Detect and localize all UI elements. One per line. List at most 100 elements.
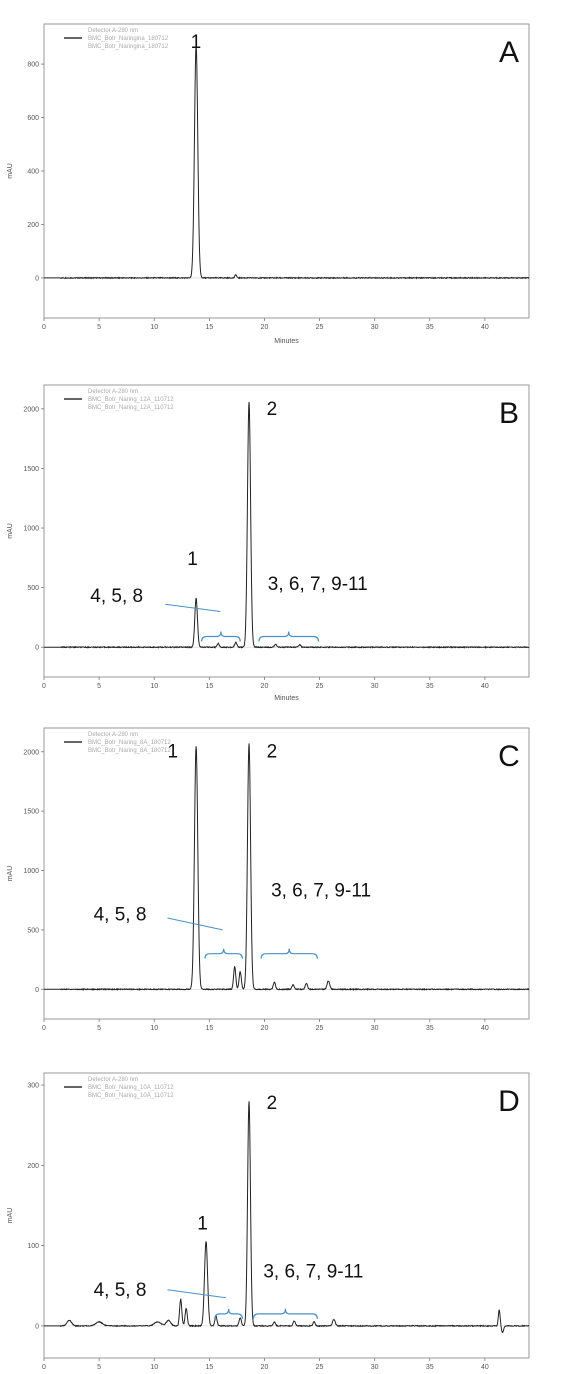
x-tick-label: 35 [426, 324, 434, 331]
y-axis-title: mAU [7, 523, 14, 539]
y-tick-label: 2000 [23, 749, 39, 756]
peak-group-bracket [201, 631, 241, 642]
bracket-pointer [167, 917, 223, 931]
y-tick-label: 200 [27, 1163, 39, 1170]
legend-entry: BMC_Botr_Naringina_180712 [88, 36, 169, 42]
y-axis-title: mAU [7, 163, 14, 179]
x-tick-label: 40 [481, 683, 489, 690]
peak-label: 3, 6, 7, 9-11 [271, 881, 371, 902]
y-tick-label: 800 [27, 62, 39, 69]
x-tick-label: 5 [97, 1025, 101, 1032]
peak-label: 3, 6, 7, 9-11 [263, 1262, 363, 1283]
y-tick-label: 300 [27, 1083, 39, 1090]
y-tick-label: 100 [27, 1243, 39, 1250]
x-tick-label: 20 [261, 324, 269, 331]
peak-label: 2 [267, 1093, 278, 1114]
y-tick-label: 500 [27, 927, 39, 934]
x-tick-label: 25 [316, 324, 324, 331]
chart-panel-a: 0 5 10 15 20 25 30 35 400200400600800mAUMinutesD… [7, 23, 530, 345]
y-tick-label: 1500 [23, 809, 39, 816]
x-tick-label: 0 [42, 324, 46, 331]
peak-label: 1 [191, 32, 202, 53]
x-tick-label: 5 [97, 1364, 101, 1371]
peak-label: 1 [167, 742, 178, 763]
x-tick-label: 35 [426, 1025, 434, 1032]
y-tick-label: 1500 [23, 466, 39, 473]
x-axis-title: Minutes [274, 338, 299, 345]
panel-letter: C [498, 740, 520, 773]
plot-frame [43, 727, 530, 1020]
x-tick-label: 20 [261, 1025, 269, 1032]
x-tick-label: 15 [205, 683, 213, 690]
y-tick-label: 400 [27, 169, 39, 176]
peak-group-bracket [252, 1308, 318, 1319]
peak-label: 3, 6, 7, 9-11 [268, 574, 368, 595]
peak-group-bracket [214, 1308, 244, 1319]
peak-label: 1 [197, 1214, 208, 1235]
chart-panel-d: 0 5 10 15 20 25 30 35 40 0 100 200 300 mAU Detector A-… [7, 1072, 530, 1371]
legend-entry: Detector A-280 nm [88, 1077, 138, 1083]
y-tick-label: 1000 [23, 868, 39, 875]
peak-label: 1 [187, 549, 198, 570]
x-tick-label: 40 [481, 1025, 489, 1032]
x-tick-label: 25 [316, 1364, 324, 1371]
y-tick-label: 2000 [23, 406, 39, 413]
bracket-pointer [165, 603, 221, 612]
peak-label: 4, 5, 8 [94, 1280, 147, 1301]
x-tick-label: 0 [42, 1364, 46, 1371]
legend-entry: BMC_Botr_Naring_10A_110712 [88, 1093, 174, 1099]
legend-entry: BMC_Botr_Naringina_180712 [88, 44, 169, 50]
x-tick-label: 15 [205, 1364, 213, 1371]
x-tick-label: 20 [261, 683, 269, 690]
y-tick-label: 0 [35, 1323, 39, 1330]
panel-letter: A [499, 36, 519, 69]
x-tick-label: 0 [42, 1025, 46, 1032]
x-tick-label: 20 [261, 1364, 269, 1371]
x-tick-label: 5 [97, 324, 101, 331]
y-tick-label: 0 [35, 987, 39, 994]
x-axis-title: Minutes [274, 695, 299, 702]
peak-group-bracket [260, 948, 318, 959]
x-tick-label: 5 [97, 683, 101, 690]
legend-entry: BMC_Botr_Naring_8A_180712 [88, 740, 171, 746]
x-tick-label: 25 [316, 1025, 324, 1032]
chromatogram-trace [44, 743, 530, 991]
y-tick-label: 600 [27, 115, 39, 122]
legend-entry: Detector A-280 nm [88, 732, 138, 738]
y-axis-title: mAU [7, 1208, 14, 1224]
x-tick-label: 30 [371, 683, 379, 690]
legend-entry: BMC_Botr_Naring_8A_180712 [88, 748, 171, 754]
chromatogram-trace [44, 1101, 530, 1334]
x-tick-label: 40 [481, 1364, 489, 1371]
peak-label: 2 [267, 742, 278, 763]
y-tick-label: 1000 [23, 526, 39, 533]
x-tick-label: 35 [426, 683, 434, 690]
legend-entry: Detector A-280 nm [88, 28, 138, 34]
panel-letter: B [499, 397, 519, 430]
x-tick-label: 10 [150, 1364, 158, 1371]
y-tick-label: 0 [35, 645, 39, 652]
peak-group-bracket [204, 948, 244, 959]
legend-entry: Detector A-280 nm [88, 389, 138, 395]
legend-entry: BMC_Botr_Naring_12A_110712 [88, 397, 174, 403]
x-tick-label: 10 [150, 324, 158, 331]
x-tick-label: 30 [371, 1025, 379, 1032]
x-tick-label: 30 [371, 324, 379, 331]
x-tick-label: 10 [150, 1025, 158, 1032]
x-tick-label: 30 [371, 1364, 379, 1371]
plot-frame [43, 23, 530, 319]
chromatogram-trace [44, 401, 530, 649]
plot-frame [43, 1072, 530, 1359]
y-tick-label: 0 [35, 275, 39, 282]
peak-label: 2 [267, 399, 278, 420]
chromatogram-trace [44, 45, 530, 280]
legend-entry: BMC_Botr_Naring_12A_110712 [88, 405, 174, 411]
x-tick-label: 15 [205, 1025, 213, 1032]
x-tick-label: 25 [316, 683, 324, 690]
chart-panel-c: 0 5 10 15 20 25 30 35 40 0 500 1000 1500 2000 mAU Detec… [7, 727, 530, 1032]
chart-panel-b: 0 5 10 15 20 25 30 35 40 0 500 1000 1500 2000 mAU Minut… [7, 384, 530, 702]
peak-label: 4, 5, 8 [90, 586, 143, 607]
x-tick-label: 0 [42, 683, 46, 690]
plot-frame [43, 384, 530, 678]
